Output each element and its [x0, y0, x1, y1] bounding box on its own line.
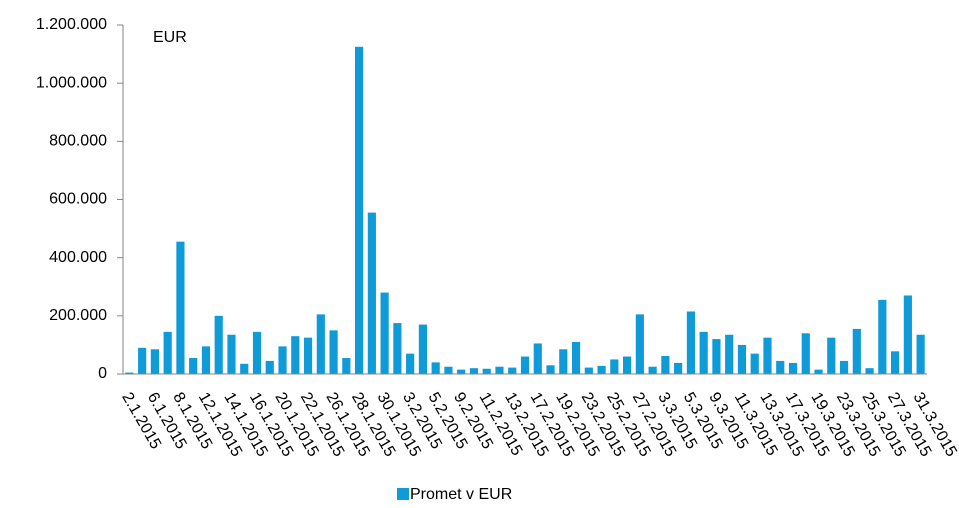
bar — [406, 353, 415, 374]
bar — [903, 295, 912, 374]
bar — [891, 351, 900, 374]
bar — [712, 339, 721, 374]
bar — [750, 353, 759, 374]
bar — [865, 368, 874, 374]
unit-annotation: EUR — [153, 29, 187, 46]
bar — [801, 333, 810, 374]
bar — [163, 331, 172, 374]
bar — [648, 366, 657, 374]
bar — [584, 367, 593, 374]
bar — [737, 344, 747, 374]
bar — [482, 368, 491, 374]
bar — [827, 337, 836, 374]
bar — [916, 334, 925, 374]
bar — [393, 323, 402, 374]
y-tick-label: 1.000.000 — [36, 74, 107, 91]
bar — [431, 362, 440, 374]
bar — [699, 331, 708, 374]
bar — [661, 355, 670, 374]
bar — [291, 336, 300, 374]
bar — [278, 346, 287, 374]
bar — [559, 349, 568, 374]
bar — [686, 311, 695, 374]
y-tick-label: 600.000 — [49, 191, 107, 208]
bar — [571, 342, 581, 374]
y-tick-label: 800.000 — [49, 133, 107, 150]
bar — [814, 369, 823, 374]
legend-label: Promet v EUR — [410, 486, 512, 503]
bar — [623, 356, 632, 374]
bar — [240, 363, 249, 374]
bar — [763, 337, 772, 374]
bar — [252, 331, 262, 374]
y-tick-label: 0 — [98, 365, 107, 382]
bar — [380, 292, 389, 374]
bar — [533, 343, 542, 374]
bar — [469, 368, 479, 374]
bar — [495, 366, 504, 374]
bar — [176, 241, 185, 374]
bar — [265, 360, 274, 374]
bar — [342, 358, 351, 374]
bar — [788, 362, 798, 374]
y-tick-label: 1.200.000 — [36, 16, 107, 33]
bar — [444, 366, 453, 374]
y-tick-label: 200.000 — [49, 307, 107, 324]
bar — [520, 356, 530, 374]
bar — [546, 365, 555, 374]
bar — [150, 349, 159, 374]
bar — [201, 346, 211, 374]
bar — [355, 46, 364, 374]
bar — [367, 212, 376, 374]
bar — [597, 365, 606, 374]
bar — [138, 347, 147, 374]
bar — [776, 360, 785, 374]
bar — [610, 359, 619, 374]
bar — [189, 358, 198, 374]
bar — [878, 299, 887, 374]
bar — [125, 372, 134, 374]
bar — [329, 330, 338, 374]
bar — [227, 334, 236, 374]
bar — [418, 324, 427, 374]
bar — [316, 314, 325, 374]
bar — [852, 328, 861, 374]
bar — [303, 337, 313, 374]
bar — [457, 369, 466, 374]
legend-swatch — [397, 488, 409, 500]
bar — [839, 360, 849, 374]
bar — [508, 367, 517, 374]
bar — [674, 362, 683, 374]
y-tick-label: 400.000 — [49, 249, 107, 266]
bar — [635, 314, 644, 374]
bar — [725, 334, 734, 374]
bar — [214, 315, 223, 374]
